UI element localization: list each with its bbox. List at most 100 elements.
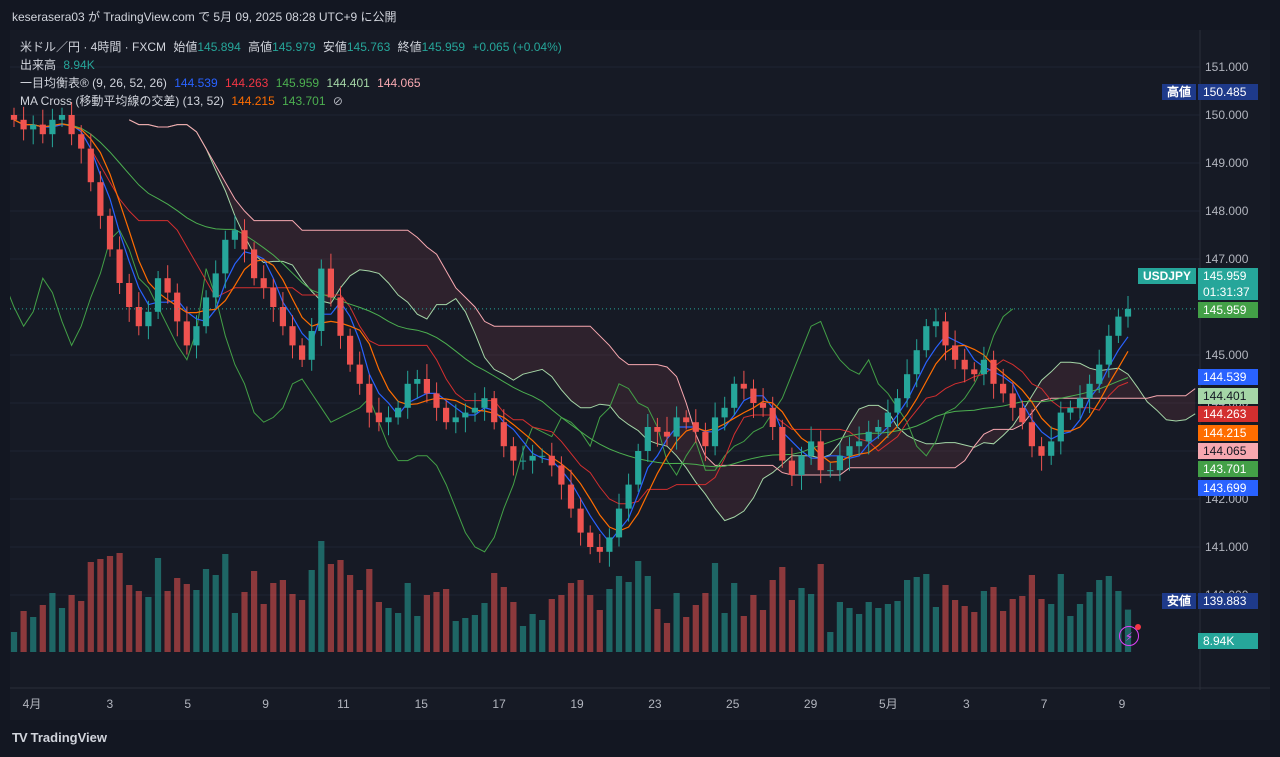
candle-body[interactable] xyxy=(884,412,891,427)
legend-volume-row[interactable]: 出来高 8.94K xyxy=(20,56,566,74)
candle-body[interactable] xyxy=(202,297,210,327)
candle-body[interactable] xyxy=(154,278,162,312)
candle-body[interactable] xyxy=(692,422,699,432)
candle-body[interactable] xyxy=(385,417,392,423)
candle-body[interactable] xyxy=(68,115,75,135)
candle-body[interactable] xyxy=(759,403,767,408)
candle-body[interactable] xyxy=(558,465,565,485)
candle-body[interactable] xyxy=(174,292,181,322)
candle-body[interactable] xyxy=(452,417,459,423)
candle-body[interactable] xyxy=(10,115,18,120)
candle-body[interactable] xyxy=(308,331,315,360)
candle-body[interactable] xyxy=(711,417,719,447)
candle-body[interactable] xyxy=(731,383,738,408)
legend-ma-row[interactable]: MA Cross (移動平均線の交差) (13, 52) 144.215 143… xyxy=(20,92,566,110)
candle-body[interactable] xyxy=(875,427,882,432)
eye-off-icon[interactable]: ⊘ xyxy=(332,94,343,108)
candle-body[interactable] xyxy=(1057,412,1064,442)
candle-body[interactable] xyxy=(836,455,843,471)
candle-body[interactable] xyxy=(798,455,805,475)
candle-body[interactable] xyxy=(952,345,959,360)
candle-body[interactable] xyxy=(788,460,795,475)
candle-body[interactable] xyxy=(1048,441,1055,456)
candle-body[interactable] xyxy=(222,239,229,274)
candle-body[interactable] xyxy=(510,446,517,461)
candle-body[interactable] xyxy=(337,297,344,336)
candle-body[interactable] xyxy=(500,422,507,447)
candle-body[interactable] xyxy=(740,383,747,389)
candle-body[interactable] xyxy=(1009,393,1016,408)
candle-body[interactable] xyxy=(106,215,114,250)
candle-body[interactable] xyxy=(135,307,142,327)
candle-body[interactable] xyxy=(519,460,527,462)
candle-body[interactable] xyxy=(971,369,978,375)
candle-body[interactable] xyxy=(366,383,373,413)
candle-body[interactable] xyxy=(990,359,997,384)
candle-body[interactable] xyxy=(1028,422,1035,447)
candle-body[interactable] xyxy=(1086,383,1093,399)
candle-body[interactable] xyxy=(20,119,27,130)
candle-body[interactable] xyxy=(1124,308,1132,317)
candle-body[interactable] xyxy=(635,451,642,485)
candle-body[interactable] xyxy=(251,249,258,279)
candle-body[interactable] xyxy=(193,326,200,346)
candle-body[interactable] xyxy=(865,431,872,442)
candle-body[interactable] xyxy=(183,321,190,346)
candle-body[interactable] xyxy=(942,321,949,346)
candle-body[interactable] xyxy=(375,412,382,423)
candle-body[interactable] xyxy=(827,470,834,472)
candle-body[interactable] xyxy=(212,273,219,298)
candle-body[interactable] xyxy=(1096,364,1103,384)
candle-body[interactable] xyxy=(596,547,603,552)
candle-body[interactable] xyxy=(913,350,920,375)
candle-body[interactable] xyxy=(625,484,632,509)
candle-body[interactable] xyxy=(702,431,709,447)
candle-body[interactable] xyxy=(615,508,623,538)
candle-body[interactable] xyxy=(491,398,498,423)
candle-body[interactable] xyxy=(279,307,286,327)
candle-body[interactable] xyxy=(673,417,680,437)
candle-body[interactable] xyxy=(443,407,450,423)
candle-body[interactable] xyxy=(961,359,968,370)
price-chart[interactable]: 151.000 150.000 149.000 148.000 147.000 145.0… xyxy=(10,30,1270,720)
candle-body[interactable] xyxy=(663,431,671,437)
candle-body[interactable] xyxy=(30,124,37,130)
candle-body[interactable] xyxy=(347,335,354,365)
candle-body[interactable] xyxy=(779,427,786,461)
candle-body[interactable] xyxy=(567,484,575,509)
candle-body[interactable] xyxy=(241,230,248,250)
candle-body[interactable] xyxy=(856,441,863,447)
candle-body[interactable] xyxy=(433,393,440,408)
candle-body[interactable] xyxy=(894,398,901,413)
candle-body[interactable] xyxy=(529,455,536,461)
candle-body[interactable] xyxy=(414,379,421,384)
tradingview-logo[interactable]: TV TradingView xyxy=(12,730,107,745)
candle-body[interactable] xyxy=(97,182,104,216)
candle-body[interactable] xyxy=(548,455,555,466)
lightning-icon[interactable]: ⚡ xyxy=(1119,624,1141,646)
candle-body[interactable] xyxy=(683,417,690,423)
candle-body[interactable] xyxy=(87,148,94,183)
candle-body[interactable] xyxy=(904,374,911,399)
candle-body[interactable] xyxy=(423,379,430,394)
candle-body[interactable] xyxy=(817,441,824,471)
candle-body[interactable] xyxy=(481,398,488,408)
candle-body[interactable] xyxy=(577,508,584,533)
candle-body[interactable] xyxy=(260,278,267,288)
candle-body[interactable] xyxy=(116,249,123,283)
candle-body[interactable] xyxy=(923,326,930,351)
candle-body[interactable] xyxy=(1000,383,1007,394)
candle-body[interactable] xyxy=(58,115,66,120)
candle-body[interactable] xyxy=(1105,335,1112,365)
candle-body[interactable] xyxy=(289,326,296,346)
candle-body[interactable] xyxy=(164,278,171,293)
candle-body[interactable] xyxy=(395,407,402,418)
candle-body[interactable] xyxy=(1019,407,1026,423)
candle-body[interactable] xyxy=(1076,398,1084,408)
candle-body[interactable] xyxy=(1067,407,1074,413)
candle-body[interactable] xyxy=(769,407,776,427)
candle-body[interactable] xyxy=(721,407,728,418)
candle-body[interactable] xyxy=(49,119,56,135)
candle-body[interactable] xyxy=(980,359,987,375)
candle-body[interactable] xyxy=(270,287,277,307)
